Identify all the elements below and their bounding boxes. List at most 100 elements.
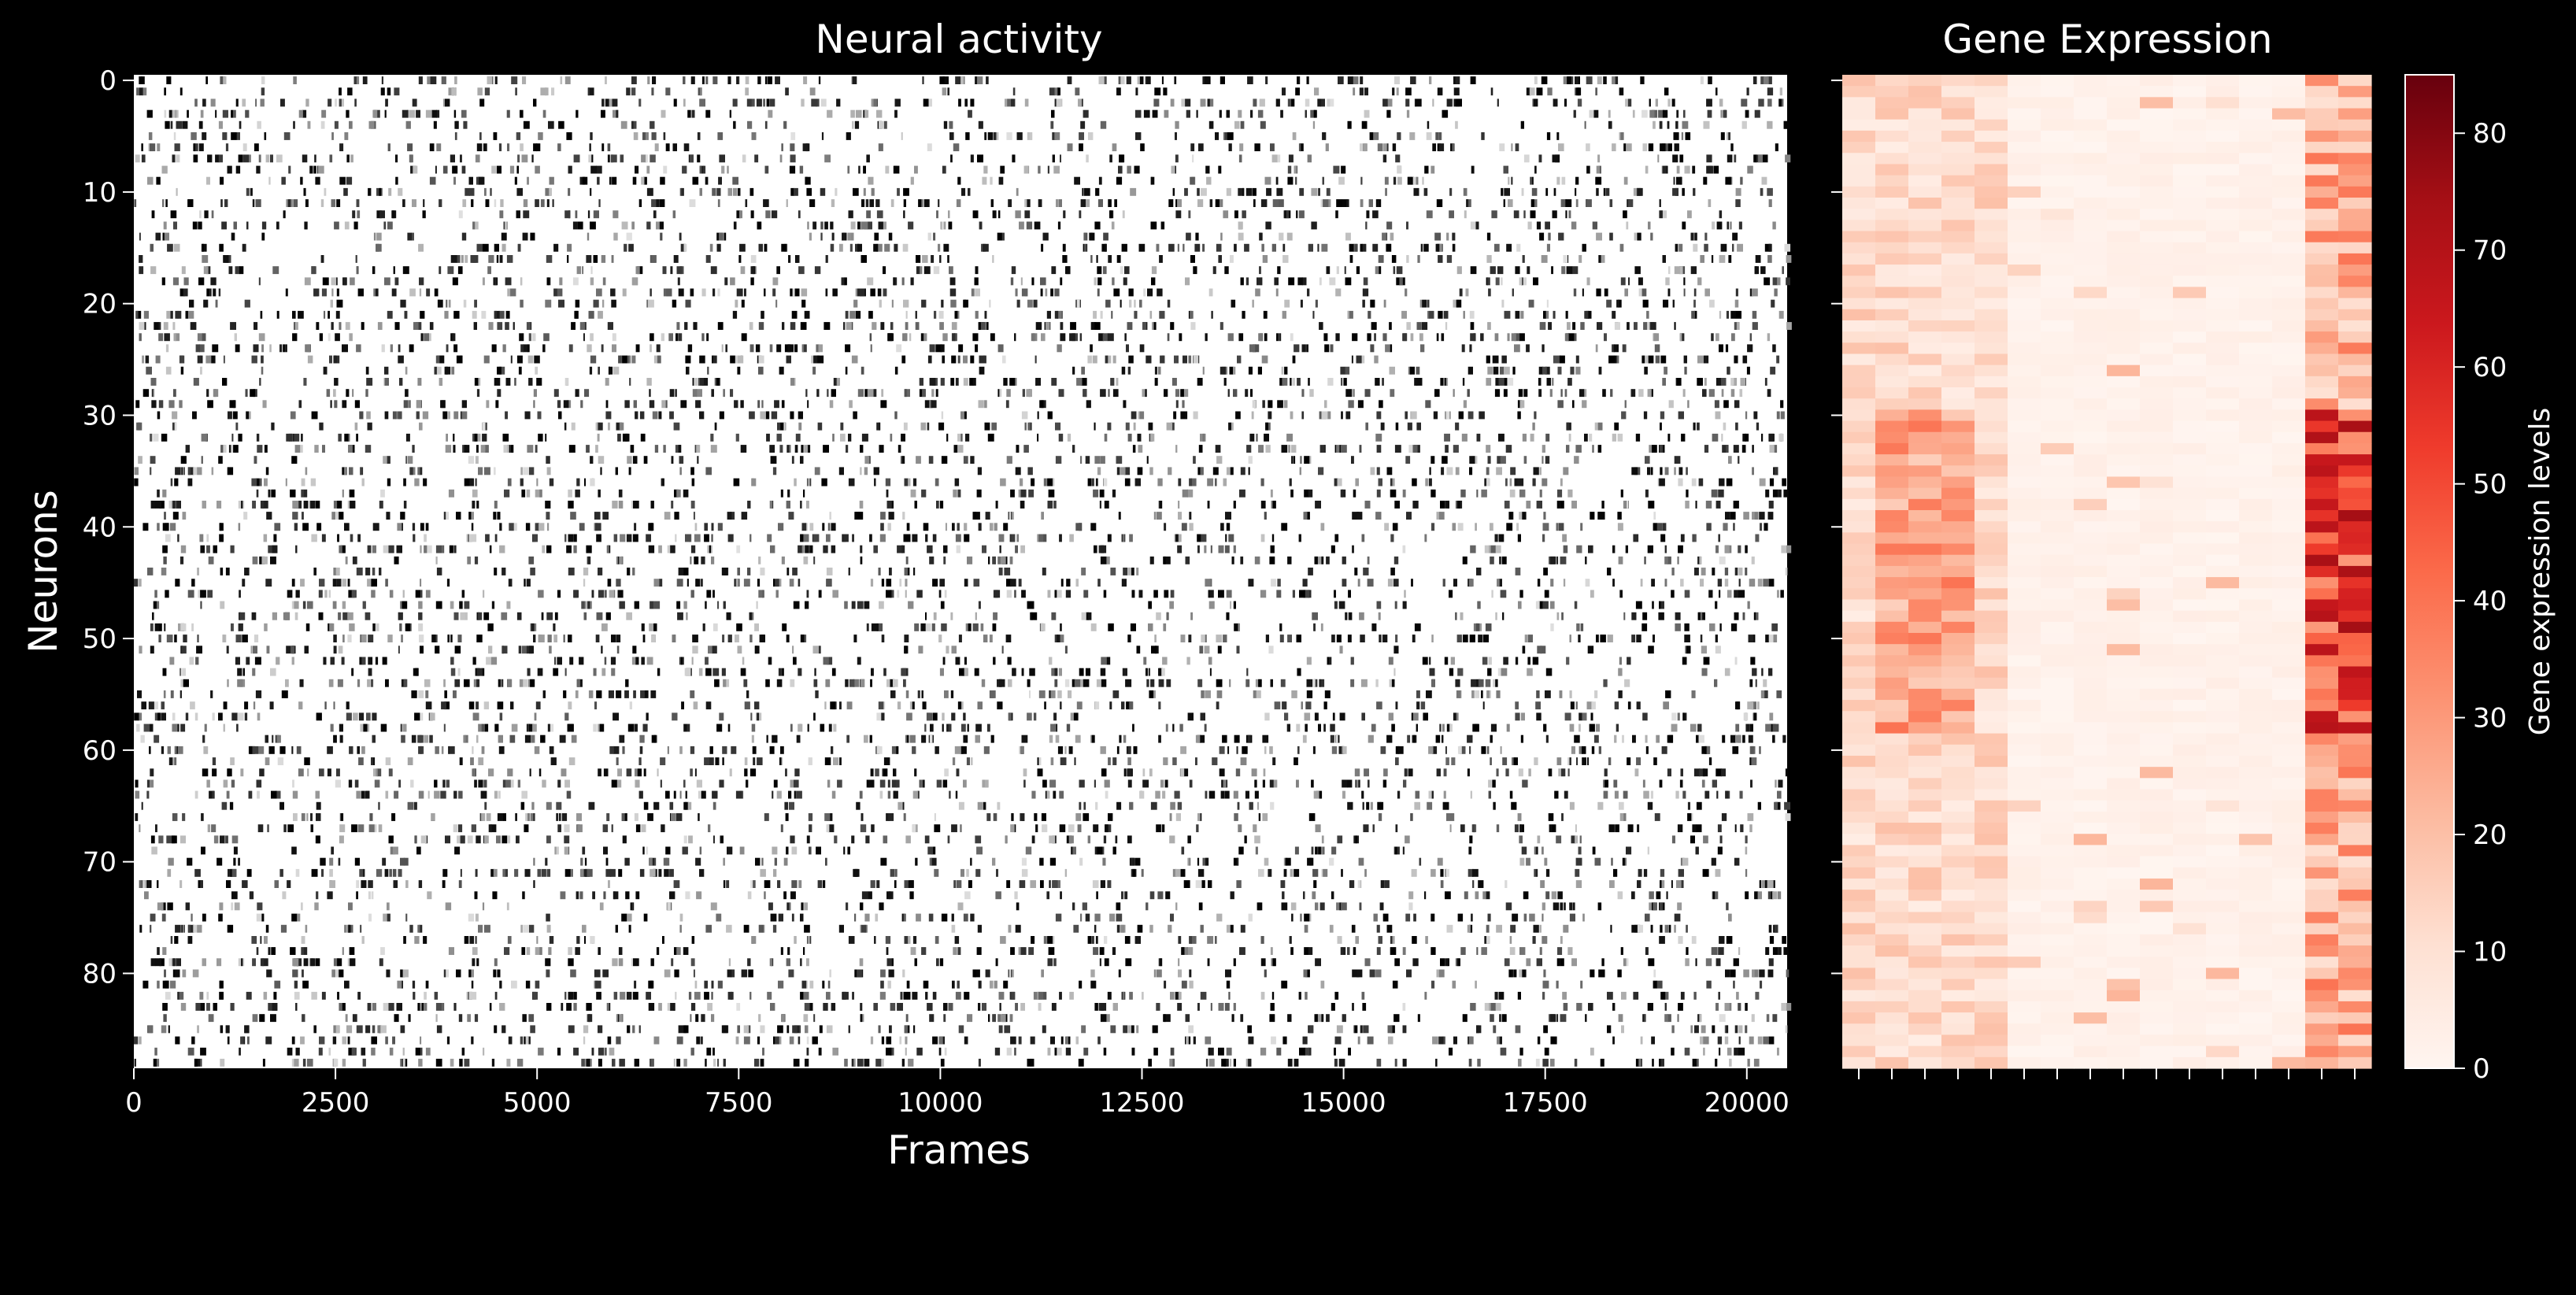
activity-mark <box>1549 389 1553 398</box>
activity-mark <box>1542 366 1547 375</box>
activity-mark <box>918 199 922 207</box>
activity-mark <box>803 76 808 84</box>
activity-mark <box>905 322 909 330</box>
activity-mark <box>657 668 661 676</box>
activity-mark <box>1545 690 1551 698</box>
activity-mark <box>1760 523 1763 531</box>
activity-mark <box>803 489 805 498</box>
activity-mark <box>817 355 824 364</box>
activity-mark <box>384 411 389 420</box>
activity-mark <box>1078 98 1082 107</box>
activity-mark <box>920 199 923 207</box>
activity-mark <box>749 322 753 330</box>
activity-mark <box>747 568 751 575</box>
activity-mark <box>1715 501 1721 509</box>
activity-mark <box>1530 210 1536 219</box>
activity-mark <box>1336 445 1340 453</box>
activity-mark <box>1098 333 1104 342</box>
activity-mark <box>1190 322 1196 330</box>
activity-mark <box>391 210 395 219</box>
activity-mark <box>461 232 467 241</box>
activity-mark <box>1390 534 1394 542</box>
activity-mark <box>1265 635 1269 642</box>
activity-mark <box>806 478 809 487</box>
activity-mark <box>809 523 814 531</box>
activity-mark <box>1340 445 1347 453</box>
activity-mark <box>1257 277 1263 286</box>
activity-mark <box>1573 109 1576 118</box>
activity-mark <box>995 501 998 509</box>
activity-mark <box>1734 154 1737 163</box>
activity-mark <box>1642 299 1649 308</box>
activity-mark <box>1648 646 1654 654</box>
activity-mark <box>800 534 804 542</box>
activity-mark <box>905 389 910 398</box>
activity-mark <box>191 579 195 587</box>
activity-mark <box>242 143 247 152</box>
activity-mark <box>1711 255 1714 263</box>
activity-mark <box>1164 590 1169 598</box>
activity-mark <box>476 501 479 509</box>
activity-mark <box>139 232 141 241</box>
activity-mark <box>1767 120 1773 129</box>
activity-mark <box>659 199 665 207</box>
activity-mark <box>818 344 823 353</box>
activity-mark <box>763 411 770 420</box>
activity-mark <box>285 478 287 487</box>
activity-mark <box>311 411 318 420</box>
activity-mark <box>368 657 373 665</box>
activity-mark <box>141 154 146 163</box>
activity-mark <box>180 668 182 676</box>
activity-mark <box>955 76 961 84</box>
activity-mark <box>1536 221 1542 230</box>
activity-mark <box>536 378 542 386</box>
activity-mark <box>1049 690 1056 698</box>
activity-mark <box>1430 489 1436 498</box>
activity-mark <box>617 590 624 598</box>
activity-mark <box>1518 389 1523 398</box>
activity-mark <box>384 378 389 386</box>
activity-mark <box>757 400 761 409</box>
activity-mark <box>1021 411 1028 420</box>
activity-mark <box>1352 333 1358 342</box>
activity-mark <box>594 512 601 520</box>
activity-mark <box>1719 255 1726 263</box>
activity-mark <box>703 165 706 174</box>
activity-mark <box>1393 556 1399 564</box>
activity-mark <box>1066 579 1071 587</box>
activity-mark <box>1612 76 1616 84</box>
activity-mark <box>1575 355 1579 364</box>
activity-mark <box>168 501 173 509</box>
activity-mark <box>423 199 425 207</box>
activity-mark <box>938 243 941 252</box>
activity-mark <box>1177 199 1182 207</box>
activity-mark <box>497 389 502 398</box>
activity-mark <box>1715 87 1718 96</box>
activity-mark <box>1499 143 1505 152</box>
activity-mark <box>174 635 177 642</box>
activity-mark <box>476 143 483 152</box>
activity-mark <box>1708 76 1712 84</box>
activity-mark <box>1092 355 1097 364</box>
activity-mark <box>413 322 419 330</box>
activity-mark <box>1031 333 1035 342</box>
activity-mark <box>798 579 801 587</box>
activity-mark <box>826 534 831 542</box>
activity-mark <box>252 501 256 509</box>
activity-mark <box>443 512 450 520</box>
activity-mark <box>1008 679 1012 687</box>
activity-mark <box>464 679 470 687</box>
activity-mark <box>258 277 261 286</box>
activity-mark <box>164 333 170 342</box>
activity-mark <box>1741 445 1746 453</box>
activity-mark <box>1226 467 1231 475</box>
activity-mark <box>162 545 168 553</box>
activity-mark <box>705 255 711 263</box>
activity-mark <box>1168 243 1175 252</box>
activity-mark <box>879 120 884 129</box>
activity-mark <box>663 445 666 453</box>
activity-mark <box>454 679 461 687</box>
activity-mark <box>634 523 637 531</box>
activity-mark <box>709 545 712 553</box>
activity-mark <box>763 98 765 107</box>
